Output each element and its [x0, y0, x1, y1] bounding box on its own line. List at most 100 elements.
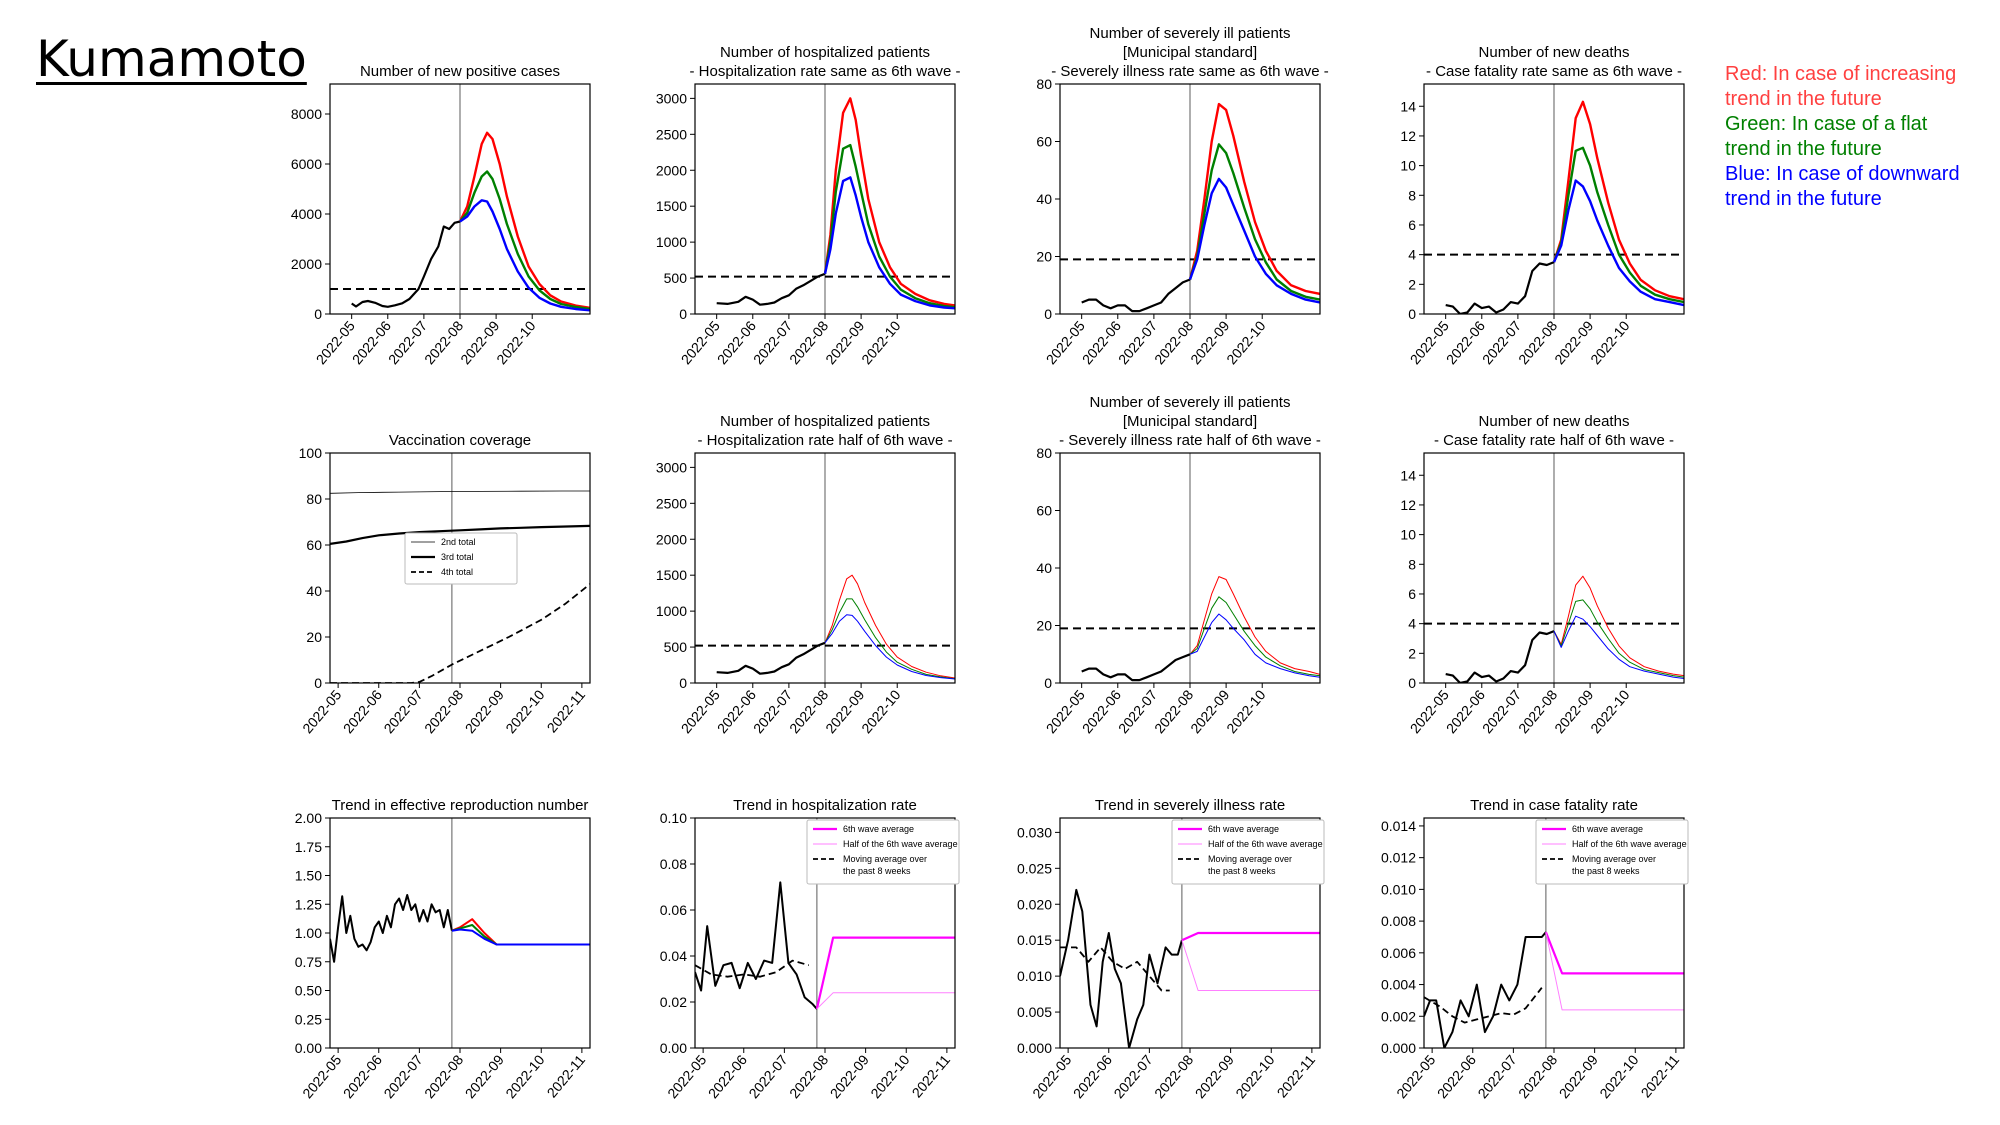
y-tick-label: 10 [1400, 527, 1416, 543]
y-tick-label: 60 [1036, 503, 1052, 519]
x-tick-label: 2022-08 [421, 1051, 466, 1101]
chart-title-line: Number of hospitalized patients [720, 44, 930, 61]
chart-title-line: Vaccination coverage [389, 432, 531, 449]
y-tick-label: 0 [1408, 306, 1416, 322]
series-line-green-2 [451, 924, 590, 946]
x-tick-label: 2022-10 [493, 317, 538, 367]
x-tick-label: 2022-09 [462, 1051, 507, 1101]
y-tick-label: 20 [1036, 618, 1052, 634]
y-tick-label: 0.02 [660, 994, 687, 1010]
x-tick-label: 2022-05 [299, 686, 344, 736]
y-tick-label: 2500 [656, 126, 687, 142]
chart-legend: 6th wave average Half of the 6th wave ave… [1171, 819, 1325, 885]
legend-label: the past 8 weeks [1208, 866, 1276, 876]
legend-label: the past 8 weeks [1572, 866, 1640, 876]
chart-title-line: Number of new positive cases [360, 63, 560, 80]
chart-deaths-same: Number of new deaths - Case fatality rate… [1400, 44, 1685, 367]
chart-title-line: Trend in effective reproduction number [332, 797, 589, 814]
chart-deaths-half: Number of new deaths - Case fatality rate… [1400, 413, 1685, 736]
legend-label: Half of the 6th wave average [1572, 839, 1687, 849]
chart-title-line: - Severely illness rate same as 6th wave… [1051, 63, 1329, 80]
y-tick-label: 2500 [656, 495, 687, 511]
x-tick-label: 2022-09 [462, 686, 507, 736]
x-tick-label: 2022-07 [380, 1051, 425, 1101]
y-tick-label: 6 [1408, 586, 1416, 602]
scenario-note-blue: Blue: In case of downward trend in the f… [1725, 163, 1960, 210]
series-line-4th-total [330, 583, 590, 683]
x-tick-label: 2022-10 [858, 686, 903, 736]
y-tick-label: 1.50 [295, 868, 322, 884]
chart-title-line: [Municipal standard] [1123, 413, 1257, 430]
chart-vaccination: Vaccination coverage0204060801002022-052… [299, 432, 591, 736]
y-tick-label: 0 [314, 675, 322, 691]
y-tick-label: 4 [1408, 247, 1416, 263]
chart-title-line: - Hospitalization rate half of 6th wave … [697, 432, 952, 449]
legend-label: Moving average over [843, 854, 927, 864]
y-tick-label: 80 [1036, 76, 1052, 92]
series-line-6th-wave-average [1181, 931, 1320, 942]
y-tick-label: 3000 [656, 90, 687, 106]
y-tick-label: 0.020 [1017, 896, 1052, 912]
y-tick-label: 0.005 [1017, 1004, 1052, 1020]
legend-label: Moving average over [1572, 854, 1656, 864]
x-tick-label: 2022-07 [1474, 1051, 1519, 1101]
scenario-note-green: Green: In case of a flat trend in the fu… [1725, 113, 1928, 160]
y-tick-label: 60 [1036, 134, 1052, 150]
legend-box [806, 819, 960, 885]
x-tick-label: 2022-05 [299, 1051, 344, 1101]
y-tick-label: 12 [1400, 497, 1416, 513]
legend-label: the past 8 weeks [843, 866, 911, 876]
chart-severe-rate: Trend in severely illness rate 0.000 0.005… [1017, 797, 1325, 1101]
y-tick-label: 2000 [656, 531, 687, 547]
x-tick-label: 2022-10 [1596, 1051, 1641, 1101]
series-group [716, 97, 955, 310]
y-tick-label: 10 [1400, 158, 1416, 174]
y-tick-label: 0 [314, 306, 322, 322]
y-tick-label: 14 [1400, 467, 1416, 483]
y-tick-label: 100 [299, 445, 323, 461]
series-line-black-1 [1424, 987, 1543, 1024]
chart-rt: Trend in effective reproduction number 0.… [295, 797, 591, 1101]
legend-label: 6th wave average [843, 824, 914, 834]
y-tick-label: 0.030 [1017, 824, 1052, 840]
y-tick-label: 0.015 [1017, 932, 1052, 948]
x-tick-label: 2022-05 [1393, 1051, 1438, 1101]
series-line-black-0 [1081, 278, 1191, 313]
x-tick-label: 2022-10 [1587, 317, 1632, 367]
chart-severe-half: Number of severely ill patients [Municipa… [1036, 394, 1320, 736]
x-tick-label: 2022-08 [1151, 1051, 1196, 1101]
series-line-half-of-the-6th-wave-average [1181, 940, 1320, 991]
series-line-blue-3 [1553, 615, 1684, 679]
y-tick-label: 0.75 [295, 954, 322, 970]
series-line-blue-3 [459, 199, 590, 312]
scenario-note-red: Red: In case of increasing trend in the … [1725, 63, 1957, 110]
y-tick-label: 8 [1408, 187, 1416, 203]
series-group [1445, 575, 1684, 683]
y-tick-label: 0.04 [660, 948, 687, 964]
x-tick-label: 2022-07 [745, 1051, 790, 1101]
chart-legend: 2nd total 3rd total 4th total [404, 532, 518, 585]
x-tick-label: 2022-10 [502, 1051, 547, 1101]
y-tick-label: 0.025 [1017, 860, 1052, 876]
series-line-black-0 [1424, 931, 1547, 1048]
x-tick-label: 2022-06 [340, 1051, 385, 1101]
x-tick-label: 2022-10 [867, 1051, 912, 1101]
y-tick-label: 4 [1408, 616, 1416, 632]
y-tick-label: 14 [1400, 98, 1416, 114]
scenario-color-legend: Red: In case of increasing trend in the … [1725, 62, 1960, 212]
y-tick-label: 8 [1408, 556, 1416, 572]
y-tick-label: 0.25 [295, 1011, 322, 1027]
legend-label: Half of the 6th wave average [1208, 839, 1323, 849]
series-line-red-1 [1552, 100, 1684, 301]
y-tick-label: 40 [1036, 191, 1052, 207]
y-tick-label: 0.06 [660, 902, 687, 918]
y-tick-label: 0.50 [295, 983, 322, 999]
legend-box [404, 532, 518, 585]
chart-hosp-half: Number of hospitalized patients - Hospita… [656, 413, 956, 736]
y-tick-label: 500 [664, 639, 688, 655]
y-tick-label: 40 [1036, 560, 1052, 576]
y-tick-label: 2000 [656, 162, 687, 178]
y-tick-label: 0.08 [660, 856, 687, 872]
y-tick-label: 0 [679, 306, 687, 322]
series-line-blue-3 [451, 928, 590, 946]
